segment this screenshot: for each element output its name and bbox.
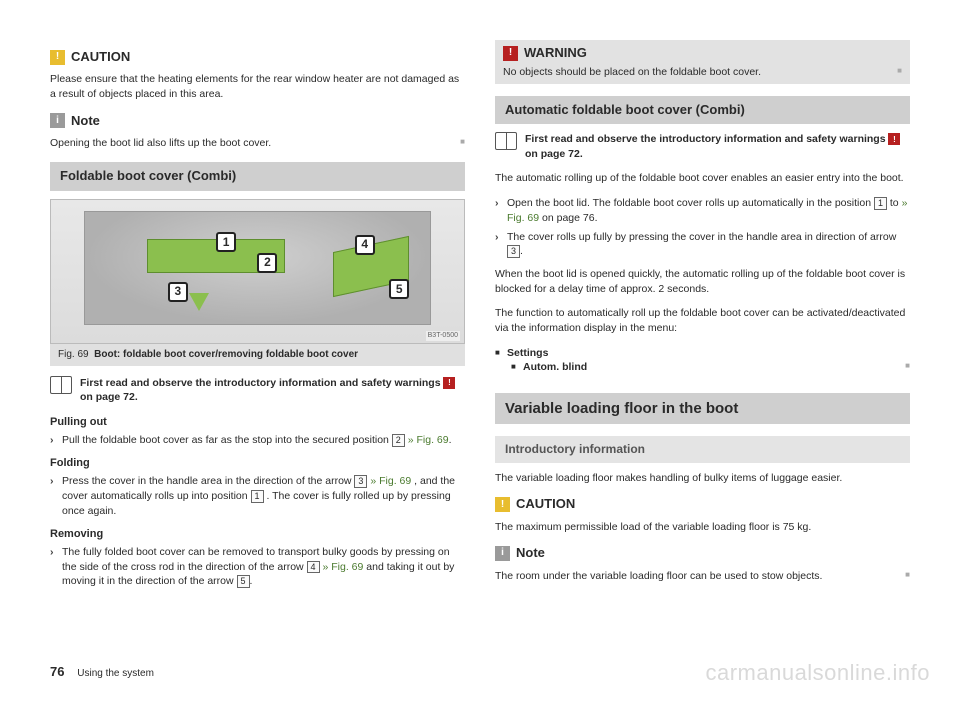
ref-box-1: 1 [874,197,887,210]
var-floor-caution-label: CAUTION [516,495,575,513]
caution-label: CAUTION [71,48,130,66]
var-floor-note-callout: i Note [495,544,910,562]
var-floor-note-label: Note [516,544,545,562]
chapter-name: Using the system [77,668,154,679]
warning-icon: ! [503,46,518,61]
fig-label-1: 1 [216,232,236,252]
section-auto-cover-title: Automatic foldable boot cover (Combi) [495,96,910,124]
auto-cover-item-1: Open the boot lid. The foldable boot cov… [495,196,910,225]
removing-list: The fully folded boot cover can be remov… [50,545,465,589]
var-floor-p1: The variable loading floor makes handlin… [495,471,910,486]
info-icon: i [50,113,65,128]
menu-list: Settings Autom. blind■ [495,346,910,375]
auto-cover-p1: The automatic rolling up of the foldable… [495,171,910,186]
book-icon [50,376,72,394]
info-icon: i [495,546,510,561]
warning-text: No objects should be placed on the folda… [495,65,910,80]
warning-ref-icon: ! [443,377,455,389]
pulling-out-item: Pull the foldable boot cover as far as t… [50,433,465,448]
caution-text: Please ensure that the heating elements … [50,72,465,101]
page-footer: 76 Using the system [50,663,154,681]
menu-settings: Settings Autom. blind■ [495,346,910,375]
ref-box-5: 5 [237,575,250,588]
removing-item: The fully folded boot cover can be remov… [50,545,465,589]
warning-box: ! WARNING No objects should be placed on… [495,40,910,84]
boot-illustration: 1 2 3 4 5 [84,211,431,325]
read-first-text-2: First read and observe the introductory … [525,132,910,161]
folding-item: Press the cover in the handle area in th… [50,474,465,518]
section-foldable-title: Foldable boot cover (Combi) [50,162,465,190]
read-first-block-2: First read and observe the introductory … [495,132,910,161]
pulling-out-heading: Pulling out [50,415,465,430]
ref-box-1: 1 [251,490,264,503]
note-text: Opening the boot lid also lifts up the b… [50,136,465,151]
fig-link: » Fig. 69 [370,475,411,487]
ref-box-3: 3 [507,245,520,258]
folding-heading: Folding [50,456,465,471]
page: ! CAUTION Please ensure that the heating… [0,0,960,617]
auto-cover-list: Open the boot lid. The foldable boot cov… [495,196,910,259]
var-floor-caution-text: The maximum permissible load of the vari… [495,520,910,535]
ref-box-2: 2 [392,434,405,447]
fig-link: » Fig. 69 [322,561,363,573]
figure-code: B3T-0500 [426,331,460,341]
warning-label: WARNING [524,44,587,62]
note-callout: i Note [50,112,465,130]
watermark: carmanualsonline.info [705,658,930,689]
ref-box-3: 3 [354,475,367,488]
auto-cover-p2: When the boot lid is opened quickly, the… [495,267,910,296]
warning-ref-icon: ! [888,133,900,145]
figure-69: 1 2 3 4 5 B3T-0500 [50,199,465,344]
fig-label-2: 2 [257,253,277,273]
fig-label-5: 5 [389,279,409,299]
folding-list: Press the cover in the handle area in th… [50,474,465,518]
auto-cover-p3: The function to automatically roll up th… [495,306,910,335]
arrow-down-icon [189,293,209,311]
pulling-out-list: Pull the foldable boot cover as far as t… [50,433,465,448]
caution-icon: ! [50,50,65,65]
ref-box-4: 4 [307,561,320,574]
page-number: 76 [50,664,64,679]
fig-label-3: 3 [168,282,188,302]
fig-link: » Fig. 69 [408,434,449,446]
left-column: ! CAUTION Please ensure that the heating… [50,40,465,597]
caution-callout: ! CAUTION [50,48,465,66]
section-var-floor-sub: Introductory information [495,436,910,463]
note-label: Note [71,112,100,130]
read-first-text: First read and observe the introductory … [80,376,465,405]
removing-heading: Removing [50,527,465,542]
figure-caption: Fig. 69 Boot: foldable boot cover/removi… [50,344,465,366]
menu-autom-blind: Autom. blind■ [511,360,910,375]
section-var-floor-title: Variable loading floor in the boot [495,393,910,424]
book-icon [495,132,517,150]
read-first-block: First read and observe the introductory … [50,376,465,405]
auto-cover-item-2: The cover rolls up fully by pressing the… [495,230,910,259]
right-column: ! WARNING No objects should be placed on… [495,40,910,597]
fig-label-4: 4 [355,235,375,255]
var-floor-note-text: The room under the variable loading floo… [495,569,910,584]
caution-icon: ! [495,497,510,512]
var-floor-caution-callout: ! CAUTION [495,495,910,513]
